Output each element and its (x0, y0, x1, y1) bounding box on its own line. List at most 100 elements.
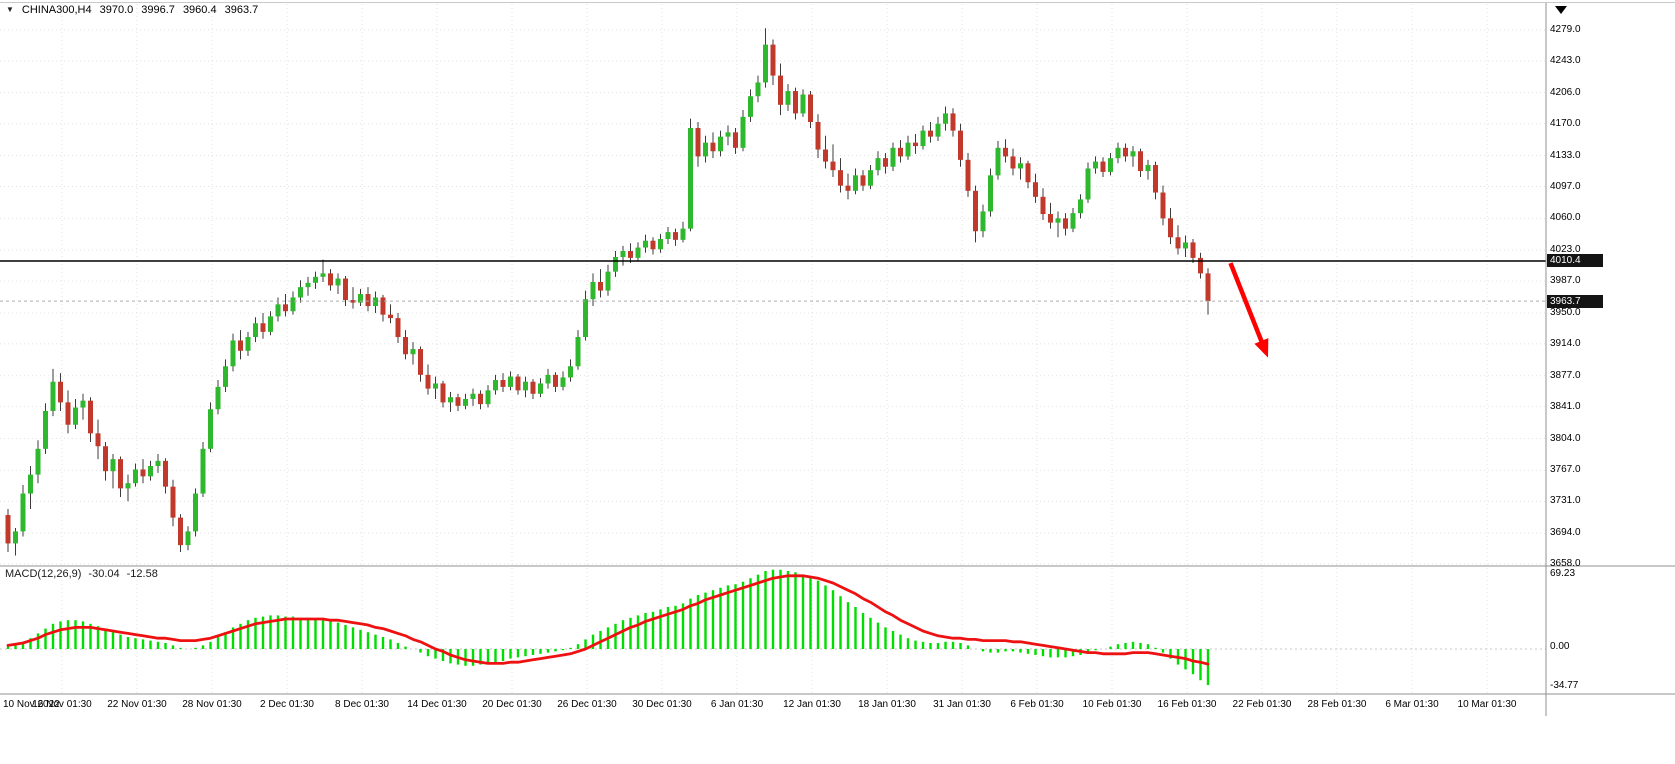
candle-up (748, 96, 753, 117)
candle-up (665, 232, 671, 239)
macd-indicator-label: MACD(12,26,9) -30.04 -12.58 (5, 568, 158, 580)
time-axis-label: 31 Jan 01:30 (933, 699, 991, 710)
candle-down (1138, 151, 1143, 172)
candle-down (140, 469, 146, 477)
macd-main-value: -30.04 (88, 568, 120, 580)
price-axis-label: 4279.0 (1550, 24, 1581, 35)
time-axis-label: 22 Nov 01:30 (107, 699, 167, 710)
candle-up (538, 383, 543, 394)
candle-up (463, 398, 468, 406)
price-axis-label: 3694.0 (1550, 527, 1581, 538)
price-axis-label: 3877.0 (1550, 370, 1581, 381)
candle-down (178, 517, 183, 546)
candle-down (1175, 237, 1181, 249)
macd-axis-zero-label: 0.00 (1550, 641, 1570, 652)
candle-up (28, 474, 33, 494)
ohlc-close: 3963.7 (224, 4, 259, 16)
candle-down (388, 314, 393, 319)
candle-up (1108, 158, 1113, 172)
candle-up (560, 377, 566, 387)
candle-down (65, 402, 71, 425)
time-axis-label: 8 Dec 01:30 (335, 699, 389, 710)
bid-price-axis-label: 3963.7 (1547, 295, 1603, 308)
candle-up (433, 383, 438, 389)
ohlc-high: 3996.7 (141, 4, 175, 16)
candle-up (920, 130, 926, 147)
candle-up (1145, 165, 1151, 172)
chart-shift-marker-icon[interactable] (1555, 6, 1567, 14)
candle-up (43, 410, 48, 449)
time-axis-label: 10 Mar 01:30 (1457, 699, 1517, 710)
macd-signal-value: -12.58 (126, 568, 158, 580)
trend-arrow-shaft[interactable] (1228, 262, 1266, 348)
candle-down (1010, 156, 1016, 169)
candle-up (688, 128, 693, 229)
candle-down (958, 130, 963, 160)
candle-down (1190, 242, 1196, 258)
candle-down (770, 44, 776, 76)
candle-down (793, 91, 798, 114)
candle-up (1085, 168, 1091, 200)
candle-down (440, 383, 446, 403)
candle-up (658, 238, 663, 250)
candle-up (335, 278, 341, 286)
price-axis-label: 3767.0 (1550, 464, 1581, 475)
candle-up (1018, 163, 1023, 169)
candle-up (35, 448, 41, 475)
candle-up (155, 460, 161, 467)
candle-up (13, 531, 18, 544)
candle-up (575, 337, 581, 367)
one-click-trading-arrow-icon[interactable]: ▼ (6, 5, 14, 14)
candle-up (800, 94, 806, 114)
candle-down (838, 170, 843, 186)
pane-frame (0, 2, 1675, 716)
price-axis-label: 4097.0 (1550, 181, 1581, 192)
candle-up (448, 397, 453, 403)
candle-down (1160, 192, 1166, 219)
candle-up (313, 276, 318, 283)
candle-down (103, 446, 108, 472)
trend-arrow-head[interactable] (1254, 338, 1269, 358)
candle-up (1093, 161, 1098, 169)
time-axis-label: 30 Dec 01:30 (632, 699, 692, 710)
candle-up (643, 240, 648, 248)
candle-up (890, 147, 896, 167)
candle-down (973, 190, 978, 232)
candlestick-series (5, 28, 1211, 556)
candle-down (260, 323, 266, 332)
candle-up (613, 257, 618, 272)
candle-up (935, 123, 941, 137)
candle-down (95, 433, 101, 447)
candle-down (913, 142, 918, 147)
candle-up (1115, 147, 1121, 159)
price-axis-label: 3731.0 (1550, 495, 1581, 506)
candle-up (148, 466, 153, 477)
candle-down (1100, 161, 1106, 172)
time-axis-label: 18 Jan 01:30 (858, 699, 916, 710)
price-axis-label: 4243.0 (1550, 55, 1581, 66)
candle-down (58, 381, 63, 403)
candle-up (320, 273, 326, 277)
symbol-label: CHINA300,H4 (21, 4, 92, 16)
macd-axis-min-label: -34.77 (1550, 680, 1579, 691)
candle-up (1183, 242, 1188, 249)
candle-down (830, 161, 836, 171)
candle-down (1048, 214, 1053, 223)
candle-up (568, 366, 573, 378)
candle-down (500, 380, 506, 387)
candle-down (395, 318, 401, 338)
time-axis-label: 26 Dec 01:30 (557, 699, 617, 710)
candle-down (1040, 196, 1046, 215)
chart-objects[interactable] (0, 260, 1546, 358)
candle-up (740, 116, 746, 148)
macd-name: MACD(12,26,9) (5, 568, 82, 580)
candle-down (1153, 165, 1158, 193)
candle-up (1130, 151, 1136, 157)
candle-up (853, 175, 858, 191)
price-line-axis-label: 4010.4 (1547, 254, 1603, 267)
time-axis-label: 10 Nov 2022 (3, 699, 60, 710)
macd-indicator-pane (6, 569, 1210, 686)
macd-axis-max-label: 69.23 (1550, 568, 1576, 579)
candle-up (133, 469, 138, 484)
